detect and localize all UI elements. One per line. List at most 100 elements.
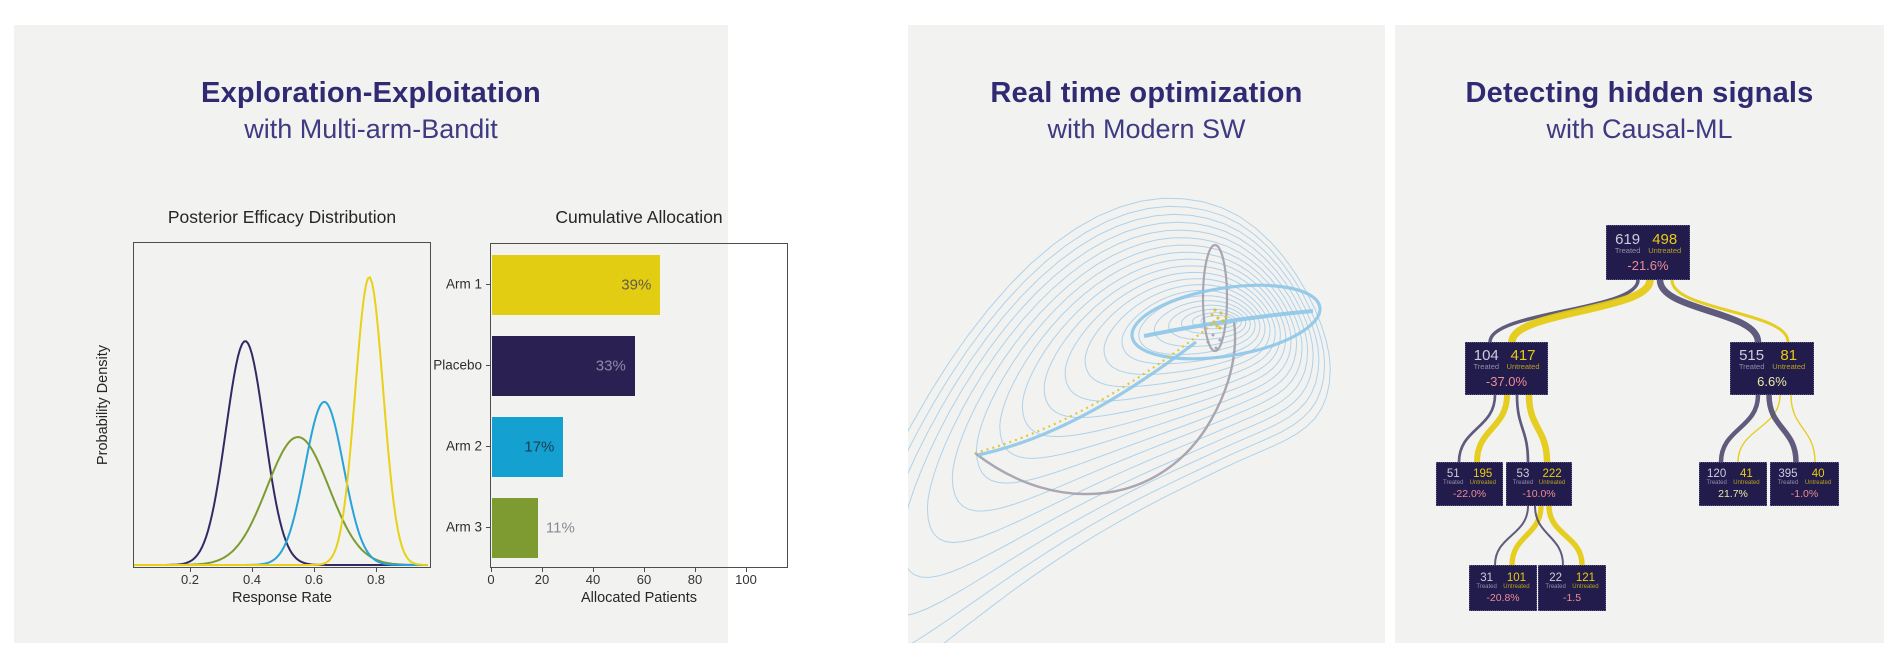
tree-node-l32: 53 Treated 222 Untreated -10.0%: [1506, 462, 1572, 506]
contour-level: [1064, 271, 1276, 402]
card-causal-ml: Detecting hidden signals with Causal-ML …: [1395, 25, 1884, 643]
untreated-count: 41: [1740, 467, 1753, 480]
effect-value: -21.6%: [1627, 258, 1669, 274]
treated-count: 31: [1480, 571, 1494, 584]
effect-value: 21.7%: [1718, 488, 1748, 501]
untreated-column: 41 Untreated: [1733, 468, 1759, 486]
untreated-count: 121: [1575, 571, 1596, 584]
card-subtitle: with Causal-ML: [1546, 114, 1733, 145]
contour-level: [1043, 265, 1281, 419]
treated-label: Treated: [1614, 246, 1641, 256]
bar-percent-label: 11%: [545, 519, 575, 537]
contour-plot: [908, 170, 1385, 643]
treated-label: Treated: [1443, 479, 1464, 486]
bar-category-label: Arm 3: [445, 519, 482, 535]
tree-node-values: 22 Treated 121 Untreated: [1539, 572, 1605, 590]
allocation-bar: [492, 254, 661, 315]
trajectory-dotted-sgd: [974, 322, 1215, 455]
tree-link-treated: [1515, 394, 1530, 463]
tree-link-treated: [1718, 394, 1761, 463]
tree-link-untreated: [1474, 394, 1510, 463]
tree-link-treated: [1494, 505, 1529, 566]
trajectory-valley-axis: [1143, 309, 1314, 338]
untreated-column: 121 Untreated: [1572, 572, 1598, 590]
tree-node-values: 31 Treated 101 Untreated: [1470, 572, 1536, 590]
tree-link-untreated: [1737, 394, 1781, 463]
allocation-bar: [492, 498, 538, 559]
tree-node-values: 619 Treated 498 Untreated: [1607, 231, 1689, 256]
tree-link-treated: [1656, 279, 1762, 343]
axis-tick: [314, 568, 315, 572]
tree-node-l34: 395 Treated 40 Untreated -1.0%: [1770, 462, 1839, 506]
untreated-column: 222 Untreated: [1539, 468, 1565, 486]
axis-tick-label: 0.4: [242, 572, 262, 587]
effect-value: -22.0%: [1452, 488, 1487, 501]
contour-level: [951, 237, 1303, 512]
treated-count: 395: [1778, 467, 1798, 480]
tree-link-treated: [1534, 505, 1564, 566]
tree-node-l31: 51 Treated 195 Untreated -22.0%: [1436, 462, 1503, 506]
treated-label: Treated: [1777, 479, 1799, 486]
untreated-column: 498 Untreated: [1648, 231, 1682, 256]
untreated-column: 40 Untreated: [1805, 468, 1831, 486]
card-multi-arm-bandit: Exploration-Exploitation with Multi-arm-…: [14, 25, 788, 643]
untreated-count: 222: [1542, 467, 1562, 480]
axis-tick: [486, 364, 490, 366]
tree-node-l2l: 104 Treated 417 Untreated -37.0%: [1465, 342, 1548, 395]
treated-label: Treated: [1473, 362, 1500, 372]
axis-tick: [486, 446, 490, 448]
allocation-plot-title: Cumulative Allocation: [555, 207, 723, 227]
untreated-count: 81: [1780, 346, 1798, 364]
card-header: Detecting hidden signals with Causal-ML: [1395, 77, 1884, 145]
axis-tick: [695, 568, 696, 572]
treated-column: 619 Treated: [1614, 231, 1641, 256]
tree-node-values: 51 Treated 195 Untreated: [1437, 468, 1502, 486]
untreated-column: 195 Untreated: [1470, 468, 1496, 486]
treated-column: 120 Treated: [1706, 468, 1726, 486]
card-title: Exploration-Exploitation: [201, 77, 541, 109]
card-subtitle: with Multi-arm-Bandit: [244, 114, 498, 145]
bar-percent-label: 39%: [621, 276, 652, 294]
axis-tick-label: 0: [487, 572, 495, 587]
tree-link-treated: [1766, 394, 1799, 463]
treated-column: 31 Treated: [1476, 572, 1496, 590]
contour-level: [1121, 289, 1261, 365]
treated-column: 22 Treated: [1545, 572, 1565, 590]
tree-link-treated: [1457, 394, 1497, 463]
untreated-label: Untreated: [1804, 479, 1832, 486]
contour-level: [908, 205, 1326, 643]
treated-count: 515: [1739, 346, 1765, 364]
tree-node-l33: 120 Treated 41 Untreated 21.7%: [1699, 462, 1767, 506]
card-subtitle: with Modern SW: [1047, 114, 1246, 145]
allocation-bar: [492, 335, 635, 396]
effect-value: -20.8%: [1486, 592, 1520, 605]
density-x-axis-label: Response Rate: [232, 590, 332, 606]
tree-node-values: 120 Treated 41 Untreated: [1700, 468, 1766, 486]
treated-count: 120: [1707, 467, 1727, 480]
tree-node-l41: 31 Treated 101 Untreated -20.8%: [1469, 565, 1537, 611]
treated-column: 104 Treated: [1473, 347, 1500, 372]
untreated-column: 81 Untreated: [1772, 346, 1806, 372]
card-real-time-optimization: Real time optimization with Modern SW: [908, 25, 1385, 643]
contour-level: [926, 229, 1309, 544]
axis-tick-label: 80: [687, 572, 703, 587]
untreated-label: Untreated: [1772, 362, 1806, 372]
treated-label: Treated: [1706, 479, 1727, 486]
axis-tick-label: 60: [636, 572, 652, 587]
tree-link-untreated: [1509, 505, 1544, 566]
treated-column: 395 Treated: [1778, 468, 1798, 486]
untreated-label: Untreated: [1648, 246, 1682, 256]
untreated-column: 417 Untreated: [1507, 347, 1540, 372]
axis-tick-label: 20: [534, 572, 550, 587]
axis-tick: [491, 568, 492, 572]
density-curves: [134, 276, 429, 566]
untreated-label: Untreated: [1469, 479, 1496, 486]
density-plot-title: Posterior Efficacy Distribution: [167, 207, 397, 227]
trajectory-momentum: [974, 321, 1237, 496]
card-title: Detecting hidden signals: [1465, 77, 1814, 109]
tree-link-untreated: [1670, 279, 1790, 343]
tree-link-untreated: [1525, 394, 1551, 463]
tree-links: [1457, 278, 1816, 566]
treated-column: 515 Treated: [1739, 346, 1765, 372]
untreated-column: 101 Untreated: [1503, 572, 1529, 590]
